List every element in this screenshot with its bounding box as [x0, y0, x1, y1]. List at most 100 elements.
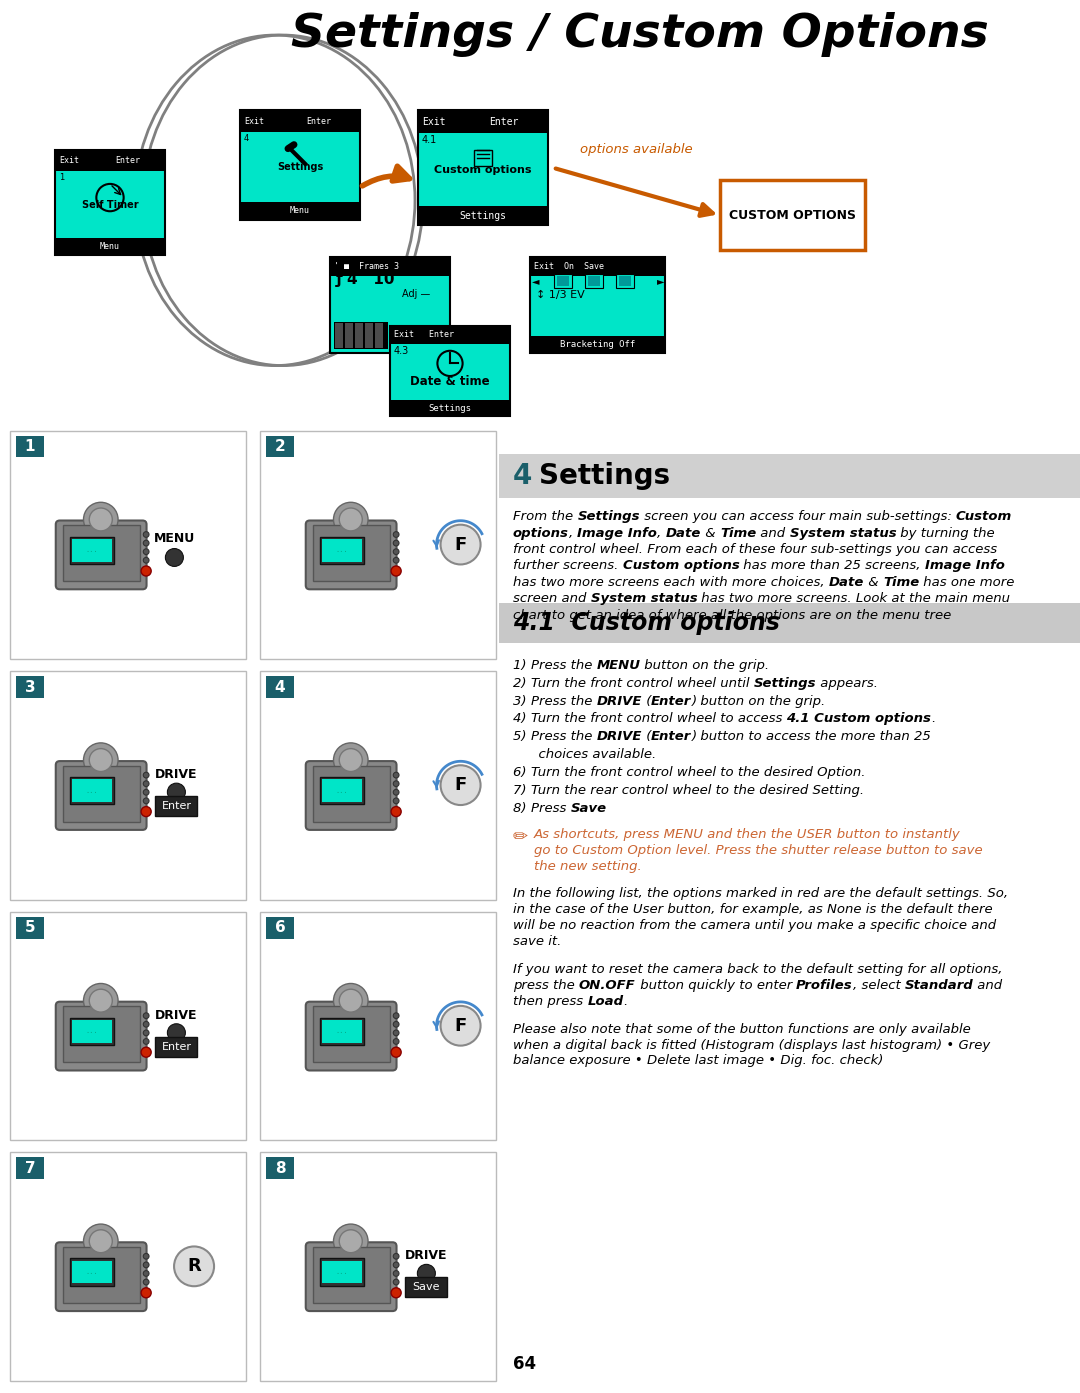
Text: Settings / Custom Options: Settings / Custom Options	[292, 13, 989, 57]
Circle shape	[393, 1254, 399, 1259]
Text: Image Info: Image Info	[926, 560, 1005, 573]
Text: ...: ...	[85, 788, 98, 794]
Text: 4: 4	[513, 462, 532, 490]
Circle shape	[144, 1021, 149, 1027]
Circle shape	[417, 1265, 435, 1282]
Text: ƒ 4   10: ƒ 4 10	[336, 272, 395, 287]
Text: From the: From the	[513, 510, 578, 524]
Text: MENU: MENU	[153, 532, 195, 545]
Bar	[16, 1158, 44, 1180]
Bar	[499, 454, 1080, 499]
Circle shape	[393, 798, 399, 804]
Text: Image Info: Image Info	[578, 527, 658, 539]
Bar	[619, 276, 631, 286]
Text: 5): 5)	[513, 730, 530, 744]
Text: has more than 25 screens,: has more than 25 screens,	[740, 560, 926, 573]
Text: ✏: ✏	[513, 827, 528, 846]
Text: Press the: Press the	[530, 659, 596, 671]
Text: DRIVE: DRIVE	[156, 768, 198, 781]
Text: 4: 4	[274, 680, 285, 695]
Text: &: &	[701, 527, 720, 539]
Text: .: .	[931, 712, 935, 726]
Text: Enter: Enter	[489, 117, 518, 127]
Circle shape	[144, 790, 149, 795]
Text: F: F	[455, 535, 467, 553]
Bar	[72, 780, 112, 802]
Text: Date & time: Date & time	[410, 375, 490, 387]
Text: In the following list, the options marked in red are the default settings. So,: In the following list, the options marke…	[513, 887, 1008, 900]
Bar	[557, 276, 569, 286]
Circle shape	[391, 1048, 401, 1057]
Text: ON.OFF: ON.OFF	[579, 979, 636, 992]
Bar	[16, 676, 44, 698]
Bar	[335, 323, 343, 348]
Circle shape	[174, 1247, 214, 1286]
Circle shape	[393, 1262, 399, 1268]
FancyBboxPatch shape	[306, 761, 396, 830]
FancyBboxPatch shape	[405, 1277, 447, 1297]
Bar	[0, 0, 1080, 50]
Circle shape	[391, 566, 401, 577]
Text: CUSTOM OPTIONS: CUSTOM OPTIONS	[729, 209, 856, 221]
Bar	[320, 1258, 364, 1286]
FancyBboxPatch shape	[312, 1247, 390, 1302]
Circle shape	[441, 765, 481, 805]
Text: Exit   Enter: Exit Enter	[394, 330, 454, 340]
Text: R: R	[187, 1258, 201, 1276]
Bar	[418, 110, 548, 226]
Text: ...: ...	[85, 1269, 98, 1275]
Bar	[390, 326, 510, 415]
Text: Menu: Menu	[100, 242, 120, 251]
Bar	[530, 258, 665, 352]
Bar	[55, 238, 165, 255]
Circle shape	[339, 1230, 362, 1252]
Bar	[320, 536, 364, 564]
Circle shape	[167, 1024, 186, 1042]
Text: 8): 8)	[513, 802, 530, 815]
Circle shape	[141, 1048, 151, 1057]
Text: Enter: Enter	[651, 695, 691, 708]
Circle shape	[391, 807, 401, 816]
Text: in the case of the User button, for example, as None is the default there: in the case of the User button, for exam…	[513, 904, 993, 917]
Circle shape	[144, 1039, 149, 1045]
Text: DRIVE: DRIVE	[405, 1250, 447, 1262]
Bar	[616, 274, 634, 288]
Bar	[499, 603, 1080, 644]
Circle shape	[144, 772, 149, 777]
Text: 6): 6)	[513, 766, 530, 779]
Text: Settings: Settings	[459, 210, 507, 220]
Bar	[72, 1261, 112, 1283]
Text: screen you can access four main sub-settings:: screen you can access four main sub-sett…	[639, 510, 956, 524]
Bar	[322, 539, 362, 561]
Circle shape	[393, 532, 399, 538]
Text: (: (	[642, 730, 651, 744]
Circle shape	[144, 1013, 149, 1018]
Text: 7: 7	[25, 1160, 36, 1176]
Text: 4.1: 4.1	[422, 135, 437, 145]
Circle shape	[393, 1013, 399, 1018]
Text: System status: System status	[789, 527, 896, 539]
Text: Settings: Settings	[539, 462, 671, 490]
Circle shape	[90, 748, 112, 772]
Circle shape	[334, 503, 368, 536]
Text: Turn the front control wheel to the desired Option.: Turn the front control wheel to the desi…	[530, 766, 865, 779]
Text: Settings: Settings	[276, 163, 323, 173]
Circle shape	[83, 503, 118, 536]
Text: press the: press the	[513, 979, 579, 992]
FancyBboxPatch shape	[306, 1243, 396, 1311]
FancyBboxPatch shape	[312, 1006, 390, 1063]
FancyBboxPatch shape	[312, 525, 390, 581]
Bar	[365, 323, 373, 348]
Text: Custom options: Custom options	[434, 166, 531, 176]
Circle shape	[144, 1262, 149, 1268]
Text: DRIVE: DRIVE	[596, 730, 642, 744]
Circle shape	[144, 781, 149, 787]
Text: by turning the: by turning the	[896, 527, 995, 539]
FancyBboxPatch shape	[63, 1006, 140, 1063]
Text: If you want to reset the camera back to the default setting for all options,: If you want to reset the camera back to …	[513, 963, 1002, 976]
Bar	[322, 1261, 362, 1283]
FancyBboxPatch shape	[56, 1002, 147, 1070]
Bar	[322, 780, 362, 802]
Circle shape	[393, 549, 399, 554]
Text: 3): 3)	[513, 695, 530, 708]
